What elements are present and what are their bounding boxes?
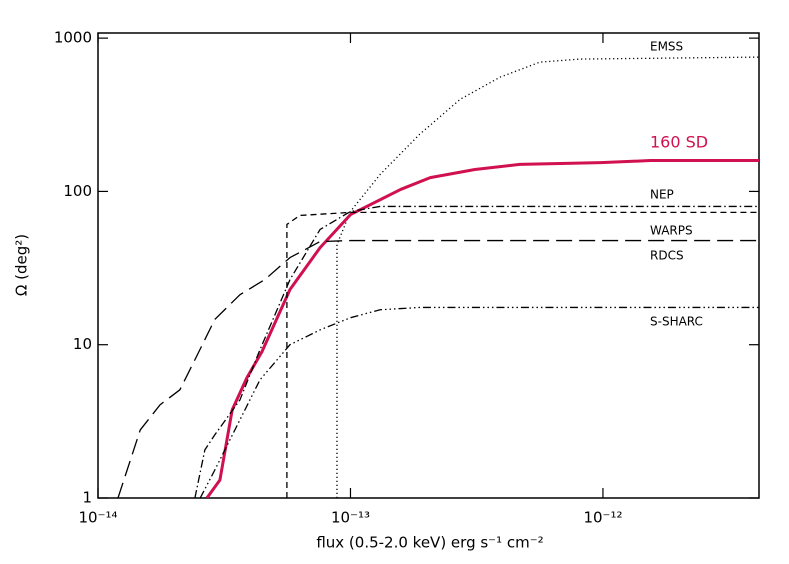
- x-tick-label: 10⁻¹³: [331, 509, 370, 527]
- x-axis-title: flux (0.5-2.0 keV) erg s⁻¹ cm⁻²: [316, 534, 543, 552]
- series-line: [117, 239, 759, 498]
- series-line: [199, 306, 759, 498]
- plot-frame: [97, 32, 760, 499]
- series-line: [286, 211, 759, 498]
- y-tick-label: 100: [63, 182, 92, 200]
- series-label: 160 SD: [650, 133, 708, 152]
- y-axis-title: Ω (deg²): [13, 234, 31, 296]
- series-line: [336, 56, 759, 498]
- series-line: [194, 205, 759, 498]
- series-label: NEP: [650, 188, 674, 202]
- series-label: S-SHARC: [650, 315, 703, 329]
- series-label: RDCS: [650, 249, 684, 263]
- y-tick-label: 10: [73, 335, 92, 353]
- x-tick-label: 10⁻¹⁴: [78, 509, 117, 527]
- series-line: [205, 159, 759, 498]
- series-label: WARPS: [650, 224, 693, 238]
- y-tick-label: 1: [82, 489, 92, 507]
- x-tick-label: 10⁻¹²: [583, 509, 622, 527]
- series-label: EMSS: [650, 40, 683, 54]
- y-tick-label: 1000: [54, 29, 92, 47]
